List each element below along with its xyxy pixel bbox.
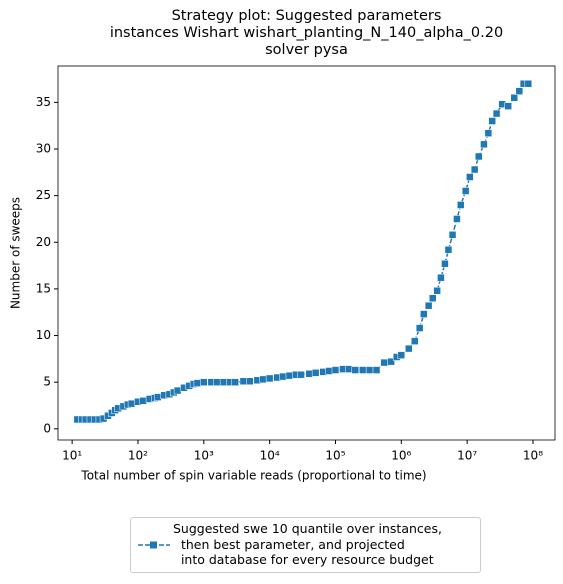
- marker: [139, 397, 147, 405]
- x-tick-label: 10⁶: [391, 449, 411, 463]
- marker: [480, 140, 488, 149]
- marker: [279, 372, 287, 381]
- x-axis-label: Total number of spin variable reads (pro…: [80, 469, 426, 483]
- marker: [410, 337, 419, 345]
- marker: [351, 366, 360, 374]
- marker: [265, 374, 274, 383]
- marker: [448, 231, 457, 239]
- marker: [213, 378, 221, 386]
- marker: [387, 357, 395, 366]
- y-tick-label: 35: [36, 95, 51, 109]
- marker: [415, 324, 424, 332]
- marker: [311, 369, 320, 377]
- x-tick-label: 10³: [194, 449, 214, 463]
- marker: [305, 370, 314, 378]
- marker: [297, 370, 305, 379]
- marker: [231, 378, 239, 386]
- marker: [193, 379, 202, 387]
- legend-swatch: [138, 541, 170, 549]
- marker: [246, 377, 254, 385]
- marker: [259, 375, 268, 384]
- y-tick-label: 15: [36, 281, 51, 295]
- marker: [437, 273, 445, 282]
- x-tick-label: 10⁷: [457, 449, 477, 463]
- marker: [420, 310, 428, 318]
- legend: Suggested swe 10 quantile over instances…: [130, 517, 481, 573]
- marker: [372, 366, 381, 374]
- marker: [504, 102, 512, 110]
- y-tick-label: 20: [36, 235, 51, 249]
- legend-label: Suggested swe 10 quantile over instances…: [173, 521, 442, 567]
- y-tick-label: 5: [43, 375, 51, 389]
- marker: [325, 367, 333, 375]
- marker: [428, 294, 437, 302]
- y-tick-label: 30: [36, 142, 51, 156]
- marker: [331, 366, 340, 374]
- marker: [380, 358, 388, 367]
- marker: [219, 378, 228, 386]
- legend-marker: [150, 541, 157, 549]
- x-tick-label: 10⁴: [260, 449, 280, 463]
- marker: [515, 87, 524, 95]
- marker: [285, 371, 294, 380]
- x-tick-label: 10¹: [62, 449, 82, 463]
- x-tick-label: 10⁵: [325, 449, 345, 463]
- marker: [345, 365, 353, 373]
- marker: [492, 109, 501, 118]
- marker: [200, 378, 208, 386]
- marker: [405, 344, 413, 353]
- marker: [424, 301, 433, 310]
- marker: [453, 215, 461, 223]
- marker: [441, 259, 449, 268]
- x-tick-label: 10²: [128, 449, 148, 463]
- y-tick-label: 0: [43, 421, 51, 435]
- marker: [457, 201, 465, 209]
- marker: [466, 173, 474, 181]
- marker: [470, 165, 479, 174]
- marker: [154, 393, 162, 401]
- marker: [461, 187, 470, 195]
- marker: [510, 93, 519, 102]
- marker: [365, 366, 374, 374]
- marker: [127, 399, 136, 408]
- marker: [433, 287, 441, 295]
- y-tick-label: 25: [36, 188, 51, 202]
- marker: [397, 351, 406, 359]
- series-line: [77, 82, 529, 421]
- chart-title: Strategy plot: Suggested parameters inst…: [109, 8, 504, 58]
- y-axis-label: Number of sweeps: [9, 197, 23, 309]
- marker: [488, 117, 496, 125]
- marker: [484, 129, 493, 137]
- plot-frame: [57, 65, 556, 441]
- marker: [173, 386, 182, 395]
- x-tick-label: 10⁸: [523, 449, 543, 463]
- marker: [359, 366, 367, 374]
- y-tick-label: 10: [36, 328, 51, 342]
- marker: [444, 245, 453, 254]
- marker: [474, 152, 483, 161]
- marker: [524, 79, 533, 88]
- marker: [239, 377, 248, 385]
